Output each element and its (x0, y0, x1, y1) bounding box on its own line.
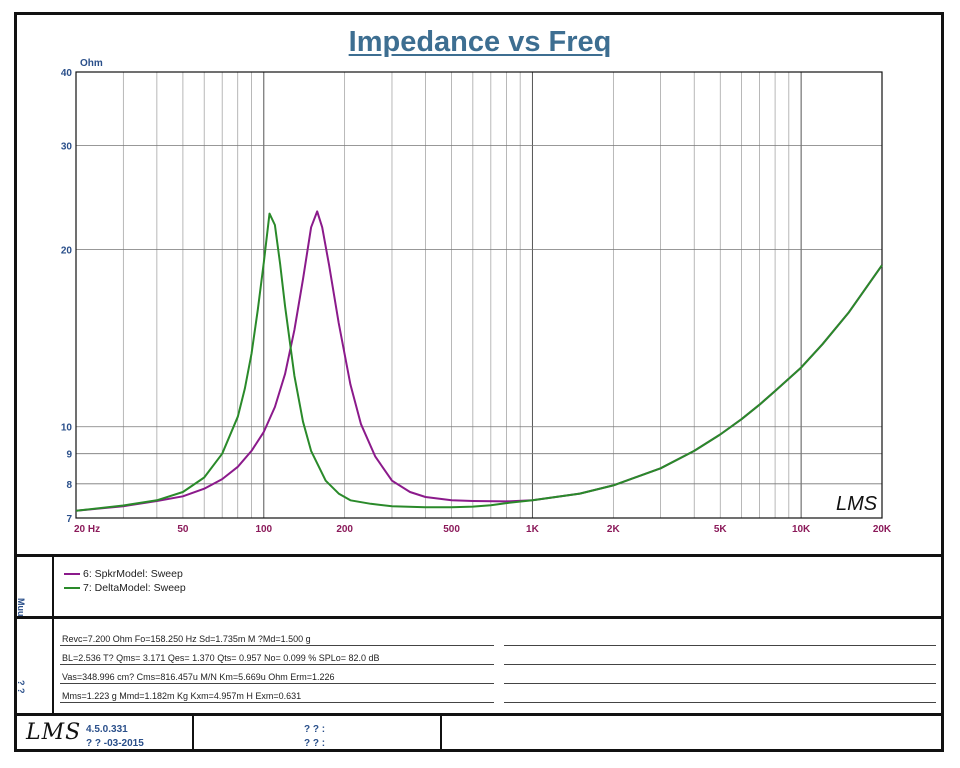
param-underline (504, 702, 936, 703)
param-underline (60, 664, 494, 665)
param-underline (60, 683, 494, 684)
legend-label: 7: DeltaModel: Sweep (83, 582, 186, 594)
x-tick-label: 5K (714, 524, 728, 535)
params-side-label: ? ? (16, 680, 26, 694)
legend-item-deltamodel: 7: DeltaModel: Sweep (64, 582, 186, 594)
x-tick-label: 100 (255, 524, 272, 535)
legend-swatch-purple (64, 573, 80, 576)
x-axis-ticks: 20 Hz 50 100 200 500 1K 2K 5K 10K 20K (74, 524, 892, 535)
param-underline (504, 664, 936, 665)
param-underline (504, 645, 936, 646)
y-tick-label: 7 (66, 514, 72, 525)
footer-divider-1 (192, 715, 194, 752)
plot-area (75, 71, 883, 519)
y-axis-label: Ohm (80, 58, 103, 69)
divider-params-footer (14, 713, 944, 716)
footer-version: 4.5.0.331 (86, 724, 128, 735)
legend-label: 6: SpkrModel: Sweep (83, 568, 183, 580)
x-tick-label: 200 (336, 524, 353, 535)
footer-divider-2 (440, 715, 442, 752)
footer-field-2: ? ? : (304, 738, 326, 749)
divider-legend-params (14, 616, 944, 619)
x-tick-label: 2K (607, 524, 621, 535)
footer-field-1: ? ? : (304, 724, 326, 735)
series-line-spkrmodel (75, 210, 883, 512)
y-tick-label: 40 (61, 68, 73, 79)
side-column-divider (52, 556, 54, 714)
divider-chart-legend (14, 554, 944, 557)
x-tick-label: 20K (873, 524, 892, 535)
x-tick-label: 20 Hz (74, 524, 100, 535)
param-line-4: Mms=1.223 g Mmd=1.182m Kg Kxm=4.957m H E… (62, 691, 302, 701)
series-lines (75, 210, 883, 512)
param-underline (60, 702, 494, 703)
footer-date: ? ? -03-2015 (86, 738, 144, 749)
y-tick-label: 8 (66, 480, 72, 491)
y-tick-label: 20 (61, 245, 73, 256)
param-underline (60, 645, 494, 646)
y-axis-ticks: 40 30 20 10 9 8 7 (61, 68, 73, 525)
footer-logo: LMS (26, 720, 82, 745)
x-tick-label: 500 (443, 524, 460, 535)
param-underline (504, 683, 936, 684)
legend-side-label: Muu (16, 598, 26, 617)
param-line-3: Vas=348.996 cm? Cms=816.457u M/N Km=5.66… (62, 672, 335, 682)
param-line-2: BL=2.536 T? Qms= 3.171 Qes= 1.370 Qts= 0… (62, 653, 380, 663)
param-line-1: Revc=7.200 Ohm Fo=158.250 Hz Sd=1.735m M… (62, 634, 311, 644)
x-tick-label: 50 (177, 524, 189, 535)
legend-swatch-green (64, 587, 80, 590)
chart-grid (75, 72, 883, 518)
series-line-deltamodel (75, 212, 883, 512)
watermark-logo: LMS (836, 493, 878, 515)
y-tick-label: 30 (61, 142, 73, 153)
chart-title: Impedance vs Freq (348, 26, 612, 58)
x-tick-label: 10K (792, 524, 811, 535)
x-tick-label: 1K (526, 524, 540, 535)
y-tick-label: 9 (66, 450, 72, 461)
legend-item-spkrmodel: 6: SpkrModel: Sweep (64, 568, 183, 580)
y-tick-label: 10 (61, 423, 73, 434)
impedance-chart: 40 30 20 10 9 8 7 20 Hz 50 100 200 500 1K 2K 5K 10K 20K… (61, 58, 892, 535)
